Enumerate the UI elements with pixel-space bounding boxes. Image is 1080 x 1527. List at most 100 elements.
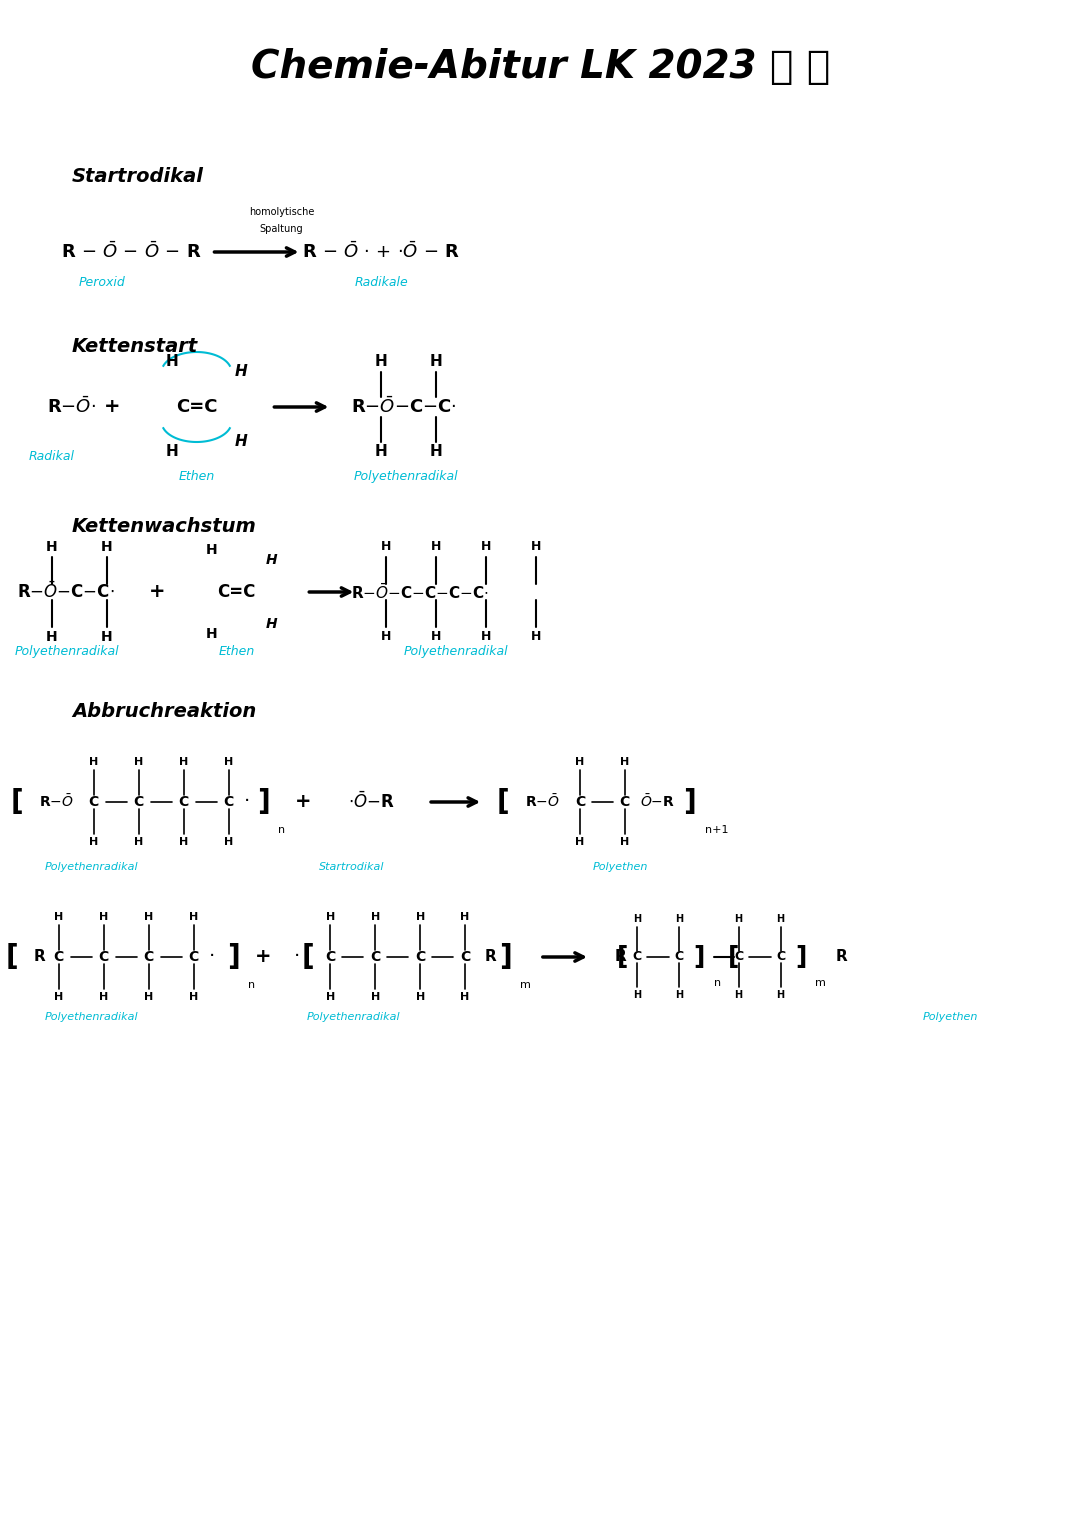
Text: n+1: n+1	[704, 825, 728, 835]
Text: C: C	[415, 950, 426, 964]
Text: C: C	[632, 950, 642, 964]
Text: H: H	[734, 989, 743, 1000]
Text: C: C	[325, 950, 336, 964]
Text: Polyethenradikal: Polyethenradikal	[354, 470, 459, 484]
Text: H: H	[224, 837, 233, 847]
Text: R: R	[485, 950, 497, 965]
Text: H: H	[266, 553, 278, 567]
Text: H: H	[430, 444, 443, 460]
Text: R: R	[836, 950, 847, 965]
Text: ·: ·	[208, 947, 215, 967]
Text: H: H	[100, 541, 112, 554]
Text: Polyethen: Polyethen	[922, 1012, 977, 1022]
Text: C=C: C=C	[176, 399, 217, 415]
Text: H: H	[381, 631, 391, 643]
Text: H: H	[189, 993, 199, 1002]
Text: H: H	[576, 757, 584, 767]
Text: H: H	[54, 993, 64, 1002]
Text: Polyethenradikal: Polyethenradikal	[45, 1012, 138, 1022]
Text: H: H	[431, 631, 442, 643]
Text: H: H	[46, 541, 57, 554]
Text: Startrodikal: Startrodikal	[71, 168, 204, 186]
Text: H: H	[134, 837, 144, 847]
Text: Radikale: Radikale	[354, 275, 408, 289]
Text: H: H	[165, 354, 178, 370]
Text: H: H	[633, 915, 640, 924]
Text: C: C	[734, 950, 743, 964]
Text: Polyethenradikal: Polyethenradikal	[404, 646, 509, 658]
Text: R$-$$\bar{O}$$-$C$-$C$-$C$-$C$\cdot$: R$-$$\bar{O}$$-$C$-$C$-$C$-$C$\cdot$	[351, 582, 489, 602]
Text: C=C: C=C	[217, 583, 256, 602]
Text: H: H	[460, 993, 470, 1002]
Text: H: H	[416, 912, 424, 922]
Text: C: C	[674, 950, 684, 964]
Text: H: H	[375, 444, 388, 460]
Text: ·: ·	[294, 947, 299, 967]
Text: Ethen: Ethen	[178, 470, 215, 484]
Text: H: H	[734, 915, 743, 924]
Text: H: H	[481, 541, 491, 553]
Text: Radikal: Radikal	[29, 450, 75, 464]
Text: R: R	[33, 950, 45, 965]
Text: H: H	[99, 912, 108, 922]
Text: C: C	[575, 796, 585, 809]
Text: C: C	[178, 796, 189, 809]
Text: H: H	[416, 993, 424, 1002]
Text: H: H	[370, 993, 380, 1002]
Text: n: n	[248, 980, 256, 989]
Text: Kettenstart: Kettenstart	[71, 337, 198, 356]
Text: H: H	[326, 912, 335, 922]
Text: H: H	[326, 993, 335, 1002]
Text: ]: ]	[795, 945, 806, 970]
Text: [: [	[728, 945, 740, 970]
Text: H: H	[431, 541, 442, 553]
Text: $\bar{O}$$-$R: $\bar{O}$$-$R	[639, 794, 675, 811]
Text: ]: ]	[227, 944, 240, 971]
Text: [: [	[497, 788, 510, 815]
Text: Polyethenradikal: Polyethenradikal	[14, 646, 119, 658]
Text: ]: ]	[257, 788, 270, 815]
Text: C: C	[144, 950, 153, 964]
Text: C: C	[98, 950, 109, 964]
Text: H: H	[266, 617, 278, 631]
Text: R $-$ $\bar{O}$ $-$ $\bar{O}$ $-$ R: R $-$ $\bar{O}$ $-$ $\bar{O}$ $-$ R	[62, 241, 202, 263]
Text: H: H	[370, 912, 380, 922]
Text: Chemie-Abitur LK 2023 🧪 🫧: Chemie-Abitur LK 2023 🧪 🫧	[252, 47, 831, 86]
Text: +: +	[255, 947, 272, 967]
Text: ]: ]	[693, 945, 704, 970]
Text: C: C	[224, 796, 233, 809]
Text: H: H	[165, 444, 178, 460]
Text: [: [	[5, 944, 18, 971]
Text: R: R	[615, 950, 626, 965]
Text: Startrodikal: Startrodikal	[319, 863, 384, 872]
Text: H: H	[90, 837, 98, 847]
Text: ]: ]	[684, 788, 697, 815]
Text: H: H	[46, 631, 57, 644]
Text: Kettenwachstum: Kettenwachstum	[71, 518, 257, 536]
Text: C: C	[620, 796, 630, 809]
Text: H: H	[430, 354, 443, 370]
Text: $\cdot$$\bar{O}$$-$R: $\cdot$$\bar{O}$$-$R	[349, 793, 395, 812]
Text: H: H	[235, 435, 248, 449]
Text: H: H	[620, 837, 630, 847]
Text: H: H	[481, 631, 491, 643]
Text: C: C	[370, 950, 380, 964]
Text: H: H	[530, 541, 541, 553]
Text: ]: ]	[499, 944, 512, 971]
Text: R $-$ $\bar{O}$ $\cdot$ $+$ $\cdot$$\bar{O}$ $-$ R: R $-$ $\bar{O}$ $\cdot$ $+$ $\cdot$$\bar…	[302, 241, 460, 263]
Text: C: C	[54, 950, 64, 964]
Text: Polyethen: Polyethen	[593, 863, 648, 872]
Text: H: H	[235, 365, 248, 380]
Text: C: C	[189, 950, 199, 964]
Text: H: H	[675, 989, 683, 1000]
Text: homolytische: homolytische	[248, 208, 314, 217]
Text: H: H	[375, 354, 388, 370]
Text: H: H	[675, 915, 683, 924]
Text: C: C	[134, 796, 144, 809]
Text: H: H	[179, 757, 188, 767]
Text: R$-$$\bar{O}$$-$C$-$C$\cdot$: R$-$$\bar{O}$$-$C$-$C$\cdot$	[351, 397, 457, 417]
Text: H: H	[576, 837, 584, 847]
Text: R$-$$\bar{O}$: R$-$$\bar{O}$	[525, 794, 559, 811]
Text: +: +	[148, 582, 165, 602]
Text: H: H	[179, 837, 188, 847]
